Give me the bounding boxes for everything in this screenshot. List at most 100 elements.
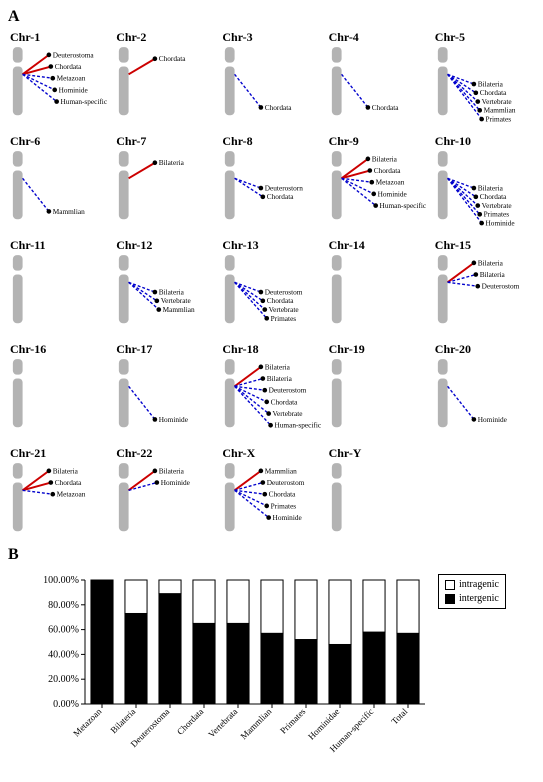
branch-label: Bilateria xyxy=(478,80,504,88)
svg-text:Mammlian: Mammlian xyxy=(238,706,273,741)
branch-label: Deuterostorn xyxy=(265,183,303,192)
chromosome-cell: Chr-1DeuterostomaChordataMetazoanHominid… xyxy=(8,30,110,130)
branch-label: Human-specific xyxy=(379,201,426,210)
chromosome-title: Chr-12 xyxy=(116,238,152,253)
branch-label: Chordata xyxy=(267,192,295,201)
branch-label: Bilateria xyxy=(159,466,185,475)
chromosome-cell: Chr-3 Chordata xyxy=(220,30,322,130)
branch-label: Chordata xyxy=(265,103,293,112)
branch-label: Chordata xyxy=(371,103,399,112)
chromosome-title: Chr-8 xyxy=(222,134,252,149)
branch-label: Chordata xyxy=(55,63,82,71)
chromosome-svg: DeuterostornChordata xyxy=(220,148,322,232)
chromosome-svg: Chordata xyxy=(220,44,322,128)
branch-label: Deuterostom xyxy=(269,386,307,395)
svg-text:0.00%: 0.00% xyxy=(53,699,79,710)
branch-label: Bilateria xyxy=(159,287,185,296)
chromosome-cell: Chr-4 Chordata xyxy=(327,30,429,130)
chromosome-cell: Chr-9BilateriaChordataMetazoanHominideHu… xyxy=(327,134,429,234)
branch-label: Hominide xyxy=(59,86,88,94)
branch-label: Bilateria xyxy=(478,184,504,192)
chromosome-title: Chr-4 xyxy=(329,30,359,45)
chromosome-title: Chr-19 xyxy=(329,342,365,357)
svg-text:60.00%: 60.00% xyxy=(48,625,79,636)
chromosome-svg: Hominide xyxy=(433,356,535,440)
chromosome-title: Chr-5 xyxy=(435,30,465,45)
chromosome-title: Chr-13 xyxy=(222,238,258,253)
branch-label: Metazoan xyxy=(375,178,404,187)
chromosome-svg: BilateriaChordataVertebrateMammlianPrima… xyxy=(433,44,535,128)
chromosome-title: Chr-14 xyxy=(329,238,365,253)
chromosome-svg: BilateriaBilateriaDeuterostomChordataVer… xyxy=(220,356,322,440)
branch-label: Hominide xyxy=(478,416,507,424)
branch-label: Bilateria xyxy=(53,467,79,475)
chromosome-title: Chr-16 xyxy=(10,342,46,357)
branch-label: Mammlian xyxy=(265,466,297,475)
legend-intergenic: intergenic xyxy=(445,593,499,604)
chromosome-title: Chr-6 xyxy=(10,134,40,149)
svg-text:Vertebrata: Vertebrata xyxy=(206,706,239,739)
chart-legend: intragenic intergenic xyxy=(438,574,506,609)
branch-label: Chordata xyxy=(271,397,299,406)
branch-label: Metazoan xyxy=(57,491,86,499)
branch-label: Hominide xyxy=(377,189,406,198)
chromosome-title: Chr-22 xyxy=(116,446,152,461)
chromosome-svg: BilateriaHominide xyxy=(114,460,216,544)
chromosome-cell: Chr-21 Bilateria Chordata Metazoan xyxy=(8,446,110,546)
chromosome-svg: Mammlian xyxy=(8,148,110,232)
chromosome-svg: BilateriaChordataVertebratePrimatesHomin… xyxy=(433,148,535,232)
branch-label: Chordata xyxy=(55,479,82,487)
chromosome-svg xyxy=(8,252,110,336)
chromosome-cell: Chr-16 xyxy=(8,342,110,442)
chromosome-title: Chr-21 xyxy=(10,446,46,461)
chromosome-svg: Bilateria xyxy=(114,148,216,232)
svg-text:Hominidae: Hominidae xyxy=(306,706,341,741)
branch-label: Deuterostom xyxy=(265,287,303,296)
branch-label: Bilateria xyxy=(159,158,185,167)
svg-text:80.00%: 80.00% xyxy=(48,600,79,611)
branch-label: Bilateria xyxy=(480,271,506,279)
svg-text:Metazoan: Metazoan xyxy=(71,706,104,739)
branch-label: Chordata xyxy=(269,490,297,499)
chromosome-cell: Chr-8DeuterostornChordata xyxy=(220,134,322,234)
stacked-bar-chart: 0.00%20.00%40.00%60.00%80.00%100.00%Meta… xyxy=(30,574,430,774)
svg-text:40.00%: 40.00% xyxy=(48,649,79,660)
chromosome-svg: BilateriaBilateriaDeuterostom xyxy=(433,252,535,336)
chromosome-cell: Chr-5BilateriaChordataVertebrateMammlian… xyxy=(433,30,535,130)
branch-label: Chordata xyxy=(267,296,295,305)
branch-label: Vertebrate xyxy=(273,409,303,418)
branch-label: Chordata xyxy=(480,89,507,97)
chromosome-svg: Hominide xyxy=(114,356,216,440)
branch-label: Hominide xyxy=(159,415,188,424)
chromosome-title: Chr-3 xyxy=(222,30,252,45)
branch-label: Deuterostoma xyxy=(53,51,95,59)
chromosome-cell: Chr-12BilateriaVertebrateMammlian xyxy=(114,238,216,338)
legend-intragenic-label: intragenic xyxy=(459,579,499,590)
chromosome-cell: Chr-10BilateriaChordataVertebratePrimate… xyxy=(433,134,535,234)
branch-label: Vertebrate xyxy=(481,98,511,106)
panel-a: A Chr-1DeuterostomaChordataMetazoanHomin… xyxy=(8,8,535,546)
chromosome-cell: Chr-17Hominide xyxy=(114,342,216,442)
chromosome-cell: Chr-6 Mammlian xyxy=(8,134,110,234)
svg-text:100.00%: 100.00% xyxy=(43,575,79,586)
chromosome-svg xyxy=(8,356,110,440)
chromosome-cell: Chr-14 xyxy=(327,238,429,338)
chromosome-svg: Chordata xyxy=(114,44,216,128)
branch-label: Hominide xyxy=(273,513,302,522)
chromosome-cell: Chr-11 xyxy=(8,238,110,338)
branch-label: Metazoan xyxy=(57,75,86,83)
branch-label: Chordata xyxy=(159,54,187,63)
branch-label: Bilateria xyxy=(371,154,397,163)
chromosome-cell: Chr-Y xyxy=(327,446,429,546)
branch-label: Mammlian xyxy=(53,208,85,216)
panel-a-label: A xyxy=(8,8,535,26)
chromosome-cell: Chr-7Bilateria xyxy=(114,134,216,234)
chromosome-svg xyxy=(327,252,429,336)
legend-intragenic: intragenic xyxy=(445,579,499,590)
panel-b-label: B xyxy=(8,546,535,564)
chromosome-title: Chr-11 xyxy=(10,238,46,253)
svg-text:Primates: Primates xyxy=(278,706,308,736)
branch-label: Deuterostom xyxy=(481,283,519,291)
chromosome-title: Chr-2 xyxy=(116,30,146,45)
svg-text:Chordata: Chordata xyxy=(175,706,205,736)
